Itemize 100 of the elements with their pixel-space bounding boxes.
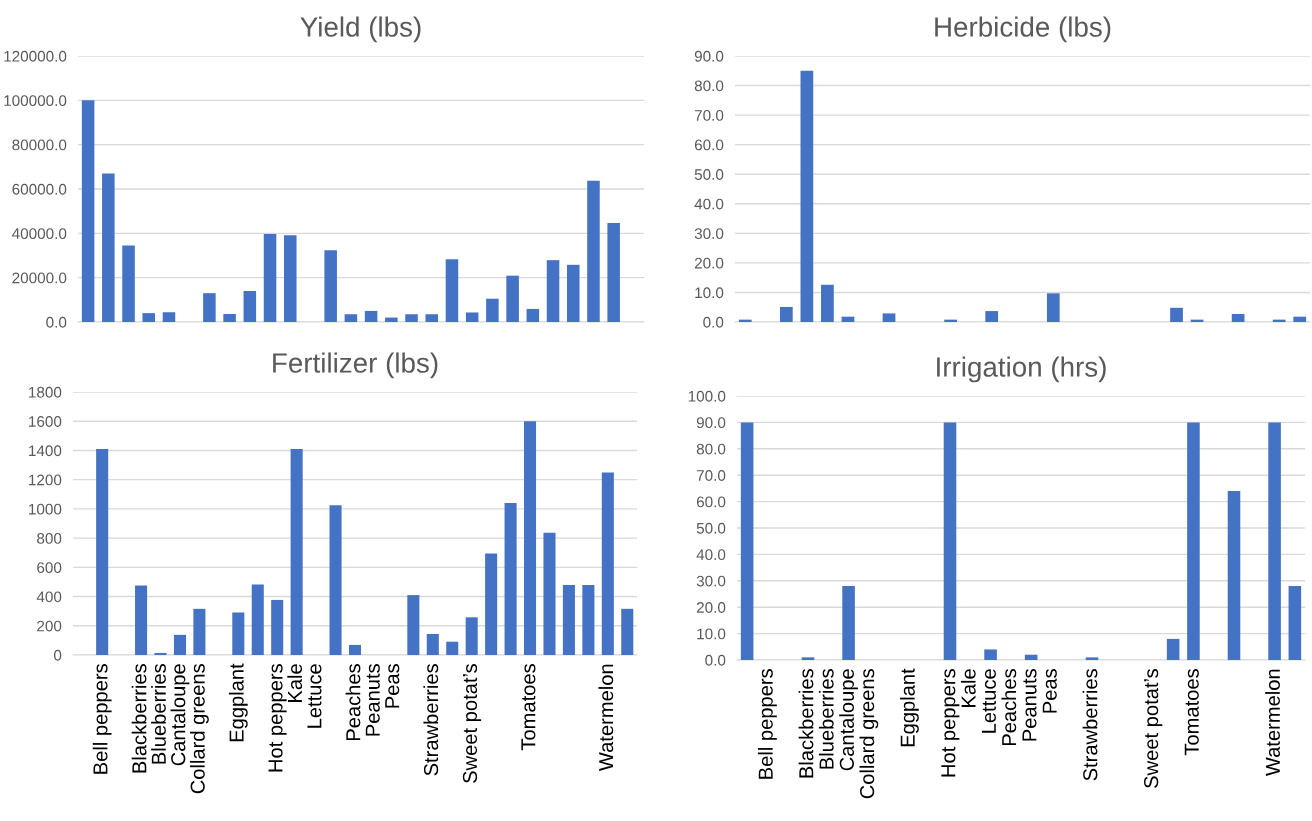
- y-tick-label: 100.0: [688, 390, 726, 402]
- y-tick-label: 0: [53, 649, 62, 661]
- x-tick-label: Peaches: [345, 664, 361, 741]
- x-tick-label: Lettuce: [981, 669, 996, 733]
- bar: [842, 586, 855, 660]
- x-tick-label: Sweet potat’s: [462, 664, 482, 783]
- bar: [364, 310, 378, 322]
- bar: [1187, 422, 1200, 660]
- x-tick-label: Blueberries: [818, 669, 834, 769]
- y-tick-label: 20.0: [694, 257, 724, 269]
- bar: [122, 245, 135, 322]
- y-tick-label: 40000.0: [12, 228, 67, 240]
- bar: [1231, 314, 1245, 322]
- bar: [283, 235, 297, 322]
- y-tick-label: 1200: [29, 474, 62, 486]
- y-tick-label: 80.0: [694, 80, 724, 92]
- y-tick-label: 80000.0: [12, 139, 67, 151]
- y-tick-label: 600: [37, 562, 62, 574]
- bar: [324, 250, 337, 322]
- y-tick-label: 120000.0: [4, 50, 67, 62]
- y-tick-label: 0.0: [46, 316, 67, 328]
- x-tick-label: Cantaloupe: [839, 669, 858, 771]
- y-tick-label: 0.0: [703, 316, 724, 328]
- chart-title: Irrigation (hrs): [937, 356, 1106, 383]
- x-tick-label: Lettuce: [307, 664, 322, 728]
- bar: [173, 634, 186, 655]
- y-tick-label: 30.0: [694, 228, 724, 240]
- y-tick-label: 60.0: [694, 139, 724, 151]
- bar: [203, 293, 216, 322]
- x-tick-label: Strawberries: [423, 664, 439, 776]
- x-tick-label: Bell peppers: [758, 669, 777, 779]
- bar: [582, 585, 595, 655]
- bar: [446, 641, 459, 655]
- x-tick-label: Peanuts: [1022, 669, 1037, 741]
- y-tick-label: 90.0: [694, 50, 724, 62]
- bar: [1293, 316, 1307, 322]
- bar: [1288, 586, 1302, 660]
- bar: [740, 422, 754, 660]
- bar: [465, 617, 478, 655]
- bar: [142, 313, 156, 322]
- y-tick-label: 20000.0: [12, 272, 67, 284]
- x-tick-label: Watermelon: [1265, 669, 1280, 777]
- bar: [243, 290, 257, 322]
- bar: [562, 585, 575, 655]
- bar: [102, 173, 115, 322]
- y-tick-label: 70.0: [694, 109, 724, 121]
- y-tick-label: 10.0: [697, 628, 726, 640]
- bar: [821, 284, 834, 322]
- bar: [984, 649, 997, 660]
- y-tick-label: 1600: [29, 416, 62, 427]
- bar: [779, 306, 793, 322]
- bar: [385, 317, 398, 322]
- bar: [526, 308, 540, 322]
- x-tick-label: Peanuts: [365, 664, 380, 736]
- bar: [445, 259, 459, 322]
- x-tick-label: Kale: [960, 669, 976, 707]
- bar: [425, 314, 439, 322]
- bar: [1166, 638, 1180, 660]
- chart-title: Yield (lbs): [300, 16, 421, 43]
- bar: [162, 312, 176, 322]
- bar: [607, 222, 620, 322]
- y-tick-label: 20.0: [696, 602, 726, 613]
- y-tick-label: 1800: [29, 386, 62, 398]
- x-tick-label: Hot peppers: [268, 664, 287, 772]
- bar: [96, 448, 109, 655]
- y-tick-label: 50.0: [696, 522, 726, 534]
- x-tick-label: Strawberries: [1082, 669, 1098, 781]
- bar: [407, 595, 420, 655]
- x-tick-label: Cantaloupe: [170, 664, 190, 766]
- bar: [1046, 293, 1060, 322]
- y-tick-label: 90.0: [696, 417, 726, 429]
- bar: [223, 314, 236, 322]
- bar: [348, 644, 362, 655]
- x-tick-label: Sweet potat’s: [1144, 669, 1163, 788]
- x-tick-label: Hot peppers: [941, 669, 960, 777]
- y-tick-label: 0.0: [705, 654, 726, 666]
- chart-title: Fertilizer (lbs): [273, 352, 438, 379]
- bar: [506, 275, 519, 322]
- x-tick-label: Collard greens: [190, 664, 209, 794]
- y-tick-label: 60000.0: [12, 183, 67, 195]
- x-tick-label: Watermelon: [598, 664, 614, 772]
- bar: [344, 314, 358, 322]
- y-tick-label: 40.0: [696, 549, 726, 561]
- x-tick-label: Eggplant: [228, 663, 248, 742]
- bar: [543, 532, 556, 655]
- y-tick-label: 60.0: [696, 496, 726, 508]
- y-tick-label: 200: [37, 620, 62, 632]
- x-tick-label: Kale: [287, 664, 303, 702]
- y-tick-label: 100000.0: [4, 95, 67, 107]
- bar: [426, 633, 439, 655]
- bar: [465, 312, 479, 322]
- y-tick-label: 50.0: [694, 169, 724, 180]
- x-tick-label: Bell peppers: [92, 664, 112, 774]
- bar: [154, 652, 167, 655]
- bar: [800, 70, 814, 322]
- x-tick-label: Blackberries: [798, 669, 814, 778]
- bar: [485, 553, 498, 655]
- bar: [601, 472, 614, 655]
- bar: [232, 612, 245, 655]
- x-tick-label: Blackberries: [131, 664, 147, 773]
